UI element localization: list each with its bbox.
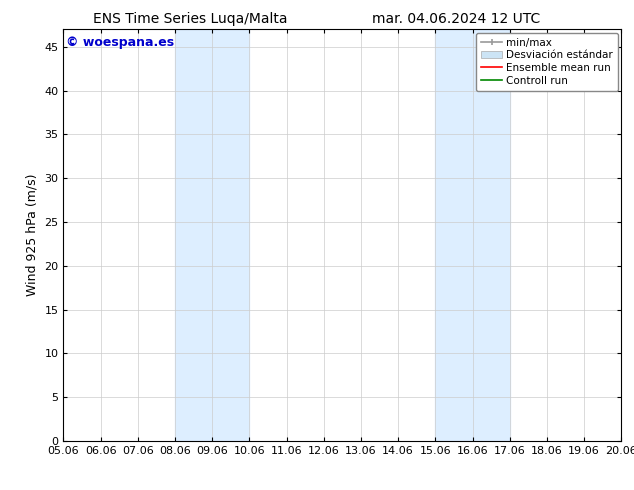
Text: ENS Time Series Luqa/Malta: ENS Time Series Luqa/Malta — [93, 12, 287, 26]
Bar — [175, 29, 249, 441]
Legend: min/max, Desviación estándar, Ensemble mean run, Controll run: min/max, Desviación estándar, Ensemble m… — [476, 32, 618, 91]
Y-axis label: Wind 925 hPa (m/s): Wind 925 hPa (m/s) — [26, 174, 39, 296]
Bar — [436, 29, 510, 441]
Text: © woespana.es: © woespana.es — [66, 36, 174, 49]
Text: mar. 04.06.2024 12 UTC: mar. 04.06.2024 12 UTC — [372, 12, 541, 26]
